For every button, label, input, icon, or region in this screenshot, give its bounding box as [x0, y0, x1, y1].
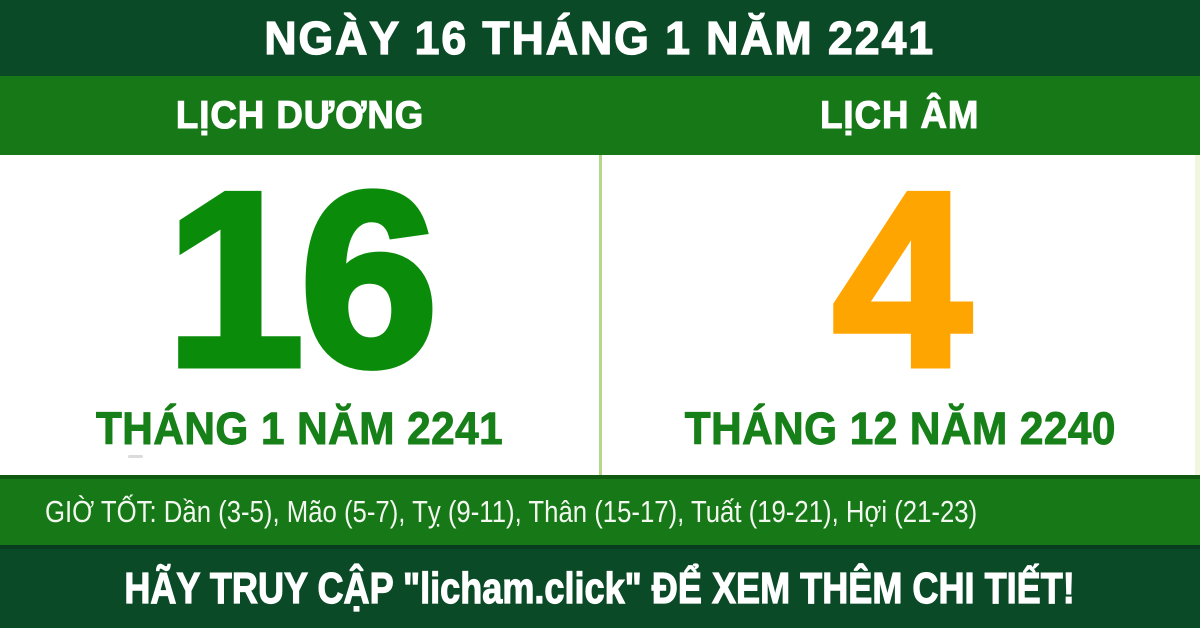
footer-banner: HÃY TRUY CẬP "licham.click" ĐỂ XEM THÊM … — [0, 545, 1200, 628]
right-edge-strip — [1195, 155, 1200, 475]
good-hours-text: GIỜ TỐT: Dần (3-5), Mão (5-7), Tỵ (9-11)… — [45, 494, 978, 529]
artifact-dash — [128, 455, 143, 458]
footer-call-to-action: HÃY TRUY CẬP "licham.click" ĐỂ XEM THÊM … — [124, 563, 1076, 613]
lunar-day-wrap: 4 — [830, 140, 975, 418]
vertical-divider — [599, 155, 602, 475]
lunar-calendar-header: LỊCH ÂM — [820, 93, 980, 137]
solar-header-cell: LỊCH DƯƠNG — [0, 76, 600, 155]
lunar-month-year-label: THÁNG 12 NĂM 2240 — [684, 403, 1116, 455]
lunar-header-cell: LỊCH ÂM — [600, 76, 1200, 155]
lunar-panel: 4 THÁNG 12 NĂM 2240 — [600, 140, 1200, 475]
column-headers-band: LỊCH DƯƠNG LỊCH ÂM — [0, 76, 1200, 155]
solar-month-year-label: THÁNG 1 NĂM 2241 — [96, 403, 504, 455]
calendar-body: 16 THÁNG 1 NĂM 2241 4 THÁNG 12 NĂM 2240 — [0, 140, 1200, 475]
solar-day-number: 16 — [163, 140, 442, 418]
solar-panel: 16 THÁNG 1 NĂM 2241 — [0, 140, 600, 475]
good-hours-strip: GIỜ TỐT: Dần (3-5), Mão (5-7), Tỵ (9-11)… — [0, 475, 1200, 545]
solar-calendar-header: LỊCH DƯƠNG — [175, 93, 425, 137]
solar-day-wrap: 16 — [163, 140, 442, 418]
top-banner: NGÀY 16 THÁNG 1 NĂM 2241 — [0, 0, 1200, 76]
lunar-day-number: 4 — [830, 140, 975, 418]
date-title: NGÀY 16 THÁNG 1 NĂM 2241 — [264, 11, 936, 64]
